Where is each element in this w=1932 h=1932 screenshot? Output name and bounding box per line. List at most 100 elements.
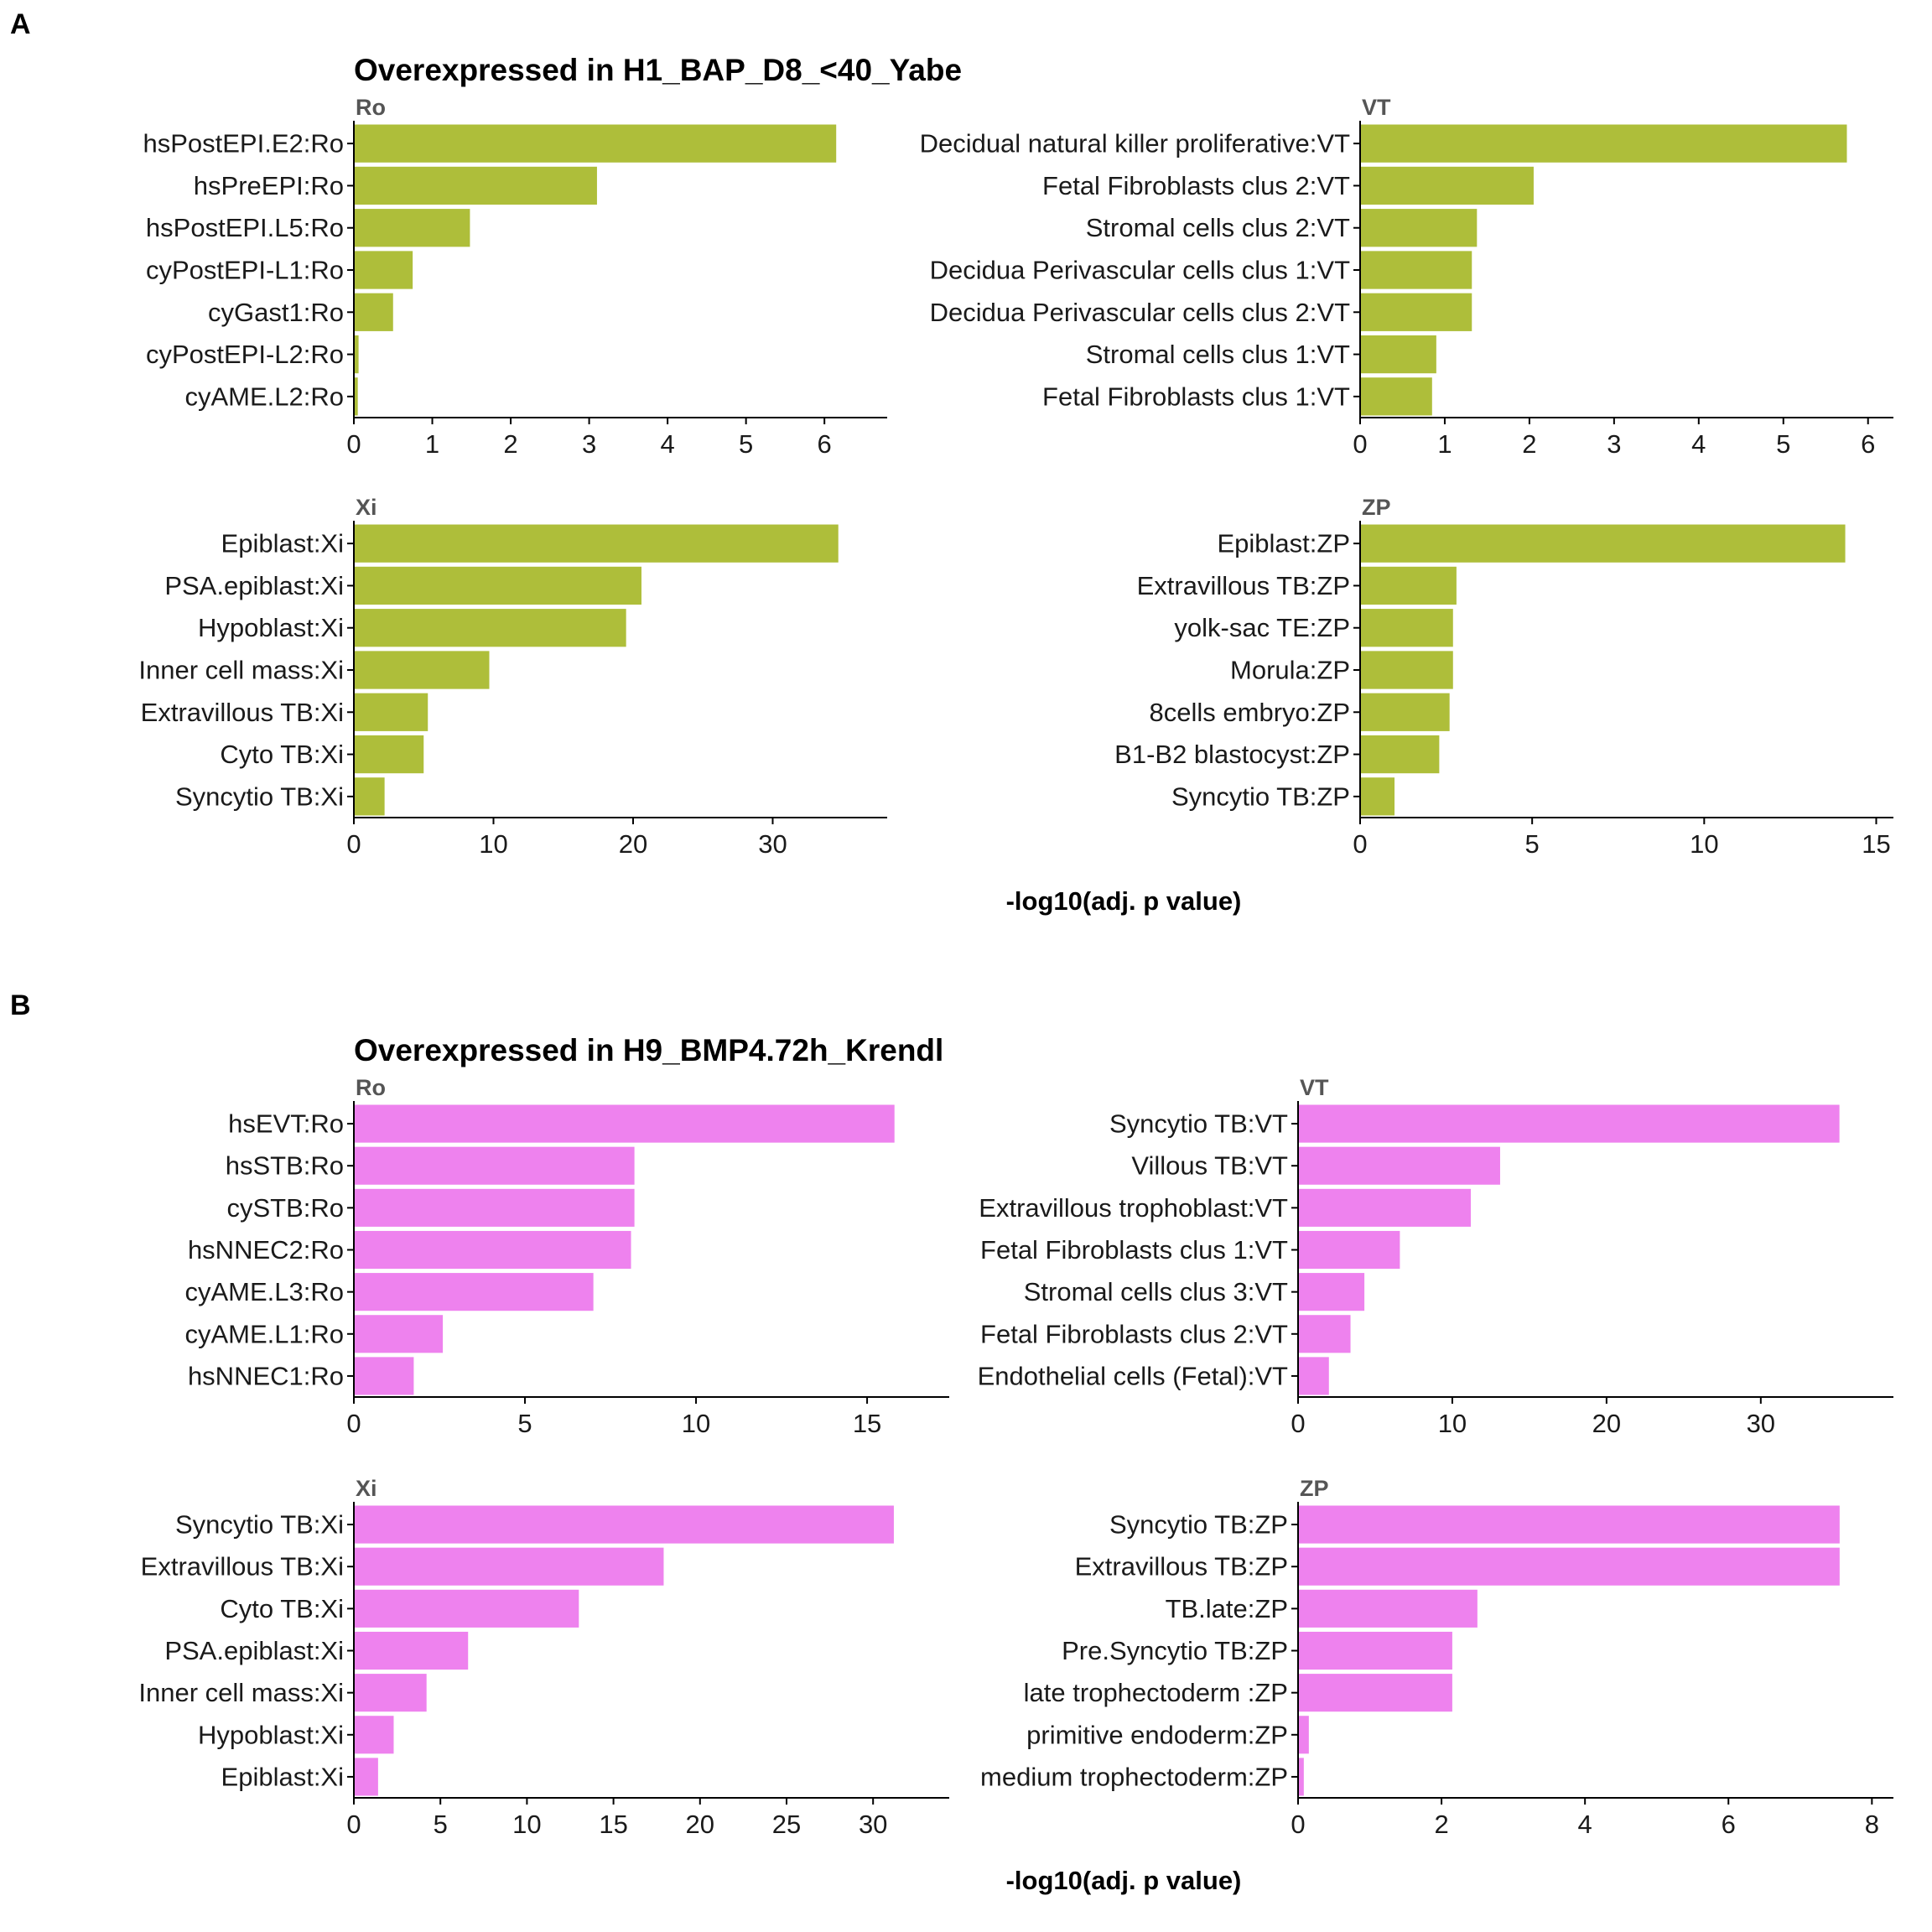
x-tick-label-b-zp-2: 2 (1434, 1810, 1448, 1839)
x-tick-label-b-xi-10: 10 (512, 1810, 541, 1839)
x-tick-label-a-xi-30: 30 (758, 829, 787, 859)
facet-strip-b-vt: VT (1300, 1075, 1329, 1100)
bar-b-zp-4 (1298, 1631, 1452, 1670)
category-label-b-ro-1: hsEVT:Ro (228, 1109, 344, 1139)
category-label-a-xi-5: Extravillous TB:Xi (141, 698, 344, 727)
category-label-a-ro-1: hsPostEPI.E2:Ro (143, 129, 344, 158)
bar-b-ro-5 (354, 1273, 594, 1311)
category-label-b-ro-3: cySTB:Ro (226, 1193, 344, 1223)
bar-a-vt-3 (1360, 209, 1478, 247)
bar-a-ro-3 (354, 209, 470, 247)
category-label-b-ro-4: hsNNEC2:Ro (188, 1235, 344, 1265)
panel-letter-b: B (10, 989, 31, 1021)
bar-a-xi-3 (354, 609, 626, 647)
bar-b-vt-7 (1298, 1357, 1329, 1395)
category-label-b-zp-7: medium trophectoderm:ZP (980, 1762, 1288, 1791)
panel-letter-a: A (10, 8, 31, 40)
panel-title-a: Overexpressed in H1_BAP_D8_<40_Yabe (354, 53, 962, 87)
x-tick-label-b-zp-6: 6 (1722, 1810, 1736, 1839)
category-label-b-zp-1: Syncytio TB:ZP (1109, 1510, 1288, 1540)
category-label-b-vt-2: Villous TB:VT (1131, 1151, 1288, 1181)
x-tick-label-a-vt-5: 5 (1776, 429, 1790, 459)
category-label-a-vt-2: Fetal Fibroblasts clus 2:VT (1042, 171, 1350, 200)
category-label-b-vt-7: Endothelial cells (Fetal):VT (978, 1361, 1288, 1390)
category-label-a-ro-5: cyGast1:Ro (208, 298, 344, 327)
bar-a-vt-4 (1360, 251, 1472, 289)
category-label-a-ro-4: cyPostEPI-L1:Ro (146, 256, 344, 285)
category-label-a-vt-3: Stromal cells clus 2:VT (1086, 213, 1350, 242)
bar-b-ro-4 (354, 1230, 631, 1270)
x-tick-label-b-zp-0: 0 (1291, 1810, 1305, 1839)
category-label-b-xi-3: Cyto TB:Xi (220, 1594, 344, 1623)
x-tick-label-b-xi-20: 20 (686, 1810, 714, 1839)
bar-a-xi-6 (354, 735, 424, 774)
x-tick-label-a-vt-3: 3 (1607, 429, 1621, 459)
bar-b-zp-1 (1298, 1505, 1840, 1544)
category-label-b-xi-2: Extravillous TB:Xi (141, 1552, 344, 1581)
x-tick-label-b-vt-30: 30 (1747, 1409, 1775, 1438)
bar-a-zp-7 (1360, 777, 1395, 816)
bar-a-ro-5 (354, 293, 393, 331)
bar-b-zp-6 (1298, 1716, 1309, 1754)
x-tick-label-a-vt-2: 2 (1522, 429, 1536, 459)
category-label-b-vt-6: Fetal Fibroblasts clus 2:VT (980, 1319, 1288, 1348)
bar-b-zp-3 (1298, 1589, 1478, 1628)
category-label-b-xi-7: Epiblast:Xi (221, 1762, 344, 1791)
bar-a-zp-2 (1360, 566, 1457, 605)
category-label-a-ro-3: hsPostEPI.L5:Ro (146, 213, 344, 242)
x-tick-label-a-zp-5: 5 (1525, 829, 1540, 859)
category-label-a-vt-7: Fetal Fibroblasts clus 1:VT (1042, 382, 1350, 411)
bar-a-vt-2 (1360, 166, 1534, 205)
bar-a-xi-7 (354, 777, 385, 816)
bar-b-xi-1 (354, 1505, 894, 1544)
facet-strip-a-zp: ZP (1362, 495, 1391, 520)
x-tick-label-b-xi-15: 15 (599, 1810, 627, 1839)
bar-a-ro-7 (354, 377, 358, 416)
bar-b-ro-7 (354, 1357, 414, 1395)
bar-a-vt-5 (1360, 293, 1472, 331)
bar-b-zp-2 (1298, 1547, 1840, 1586)
bar-a-ro-2 (354, 166, 597, 205)
x-tick-label-b-vt-20: 20 (1592, 1409, 1621, 1438)
category-label-a-xi-4: Inner cell mass:Xi (138, 656, 344, 685)
category-label-a-zp-7: Syncytio TB:ZP (1171, 782, 1350, 811)
category-label-b-ro-5: cyAME.L3:Ro (184, 1277, 344, 1306)
bar-b-zp-5 (1298, 1674, 1452, 1712)
facet-strip-b-zp: ZP (1300, 1476, 1329, 1501)
category-label-a-xi-7: Syncytio TB:Xi (175, 782, 344, 811)
category-label-b-ro-2: hsSTB:Ro (226, 1151, 344, 1181)
bar-b-ro-2 (354, 1146, 635, 1185)
x-tick-label-a-ro-0: 0 (346, 429, 361, 459)
bar-a-xi-4 (354, 651, 490, 689)
category-label-a-zp-6: B1-B2 blastocyst:ZP (1114, 740, 1350, 769)
category-label-b-vt-1: Syncytio TB:VT (1109, 1109, 1288, 1139)
x-tick-label-a-ro-1: 1 (425, 429, 439, 459)
bar-b-xi-5 (354, 1674, 427, 1712)
x-tick-label-b-xi-30: 30 (859, 1810, 887, 1839)
category-label-a-ro-6: cyPostEPI-L2:Ro (146, 340, 344, 369)
category-label-a-vt-4: Decidua Perivascular cells clus 1:VT (930, 256, 1350, 285)
facet-strip-b-ro: Ro (356, 1075, 386, 1100)
category-label-a-xi-3: Hypoblast:Xi (198, 613, 344, 642)
bar-b-ro-1 (354, 1104, 895, 1143)
bar-b-zp-7 (1298, 1758, 1304, 1796)
x-tick-label-a-ro-6: 6 (818, 429, 832, 459)
category-label-a-vt-5: Decidua Perivascular cells clus 2:VT (930, 298, 1350, 327)
x-tick-label-a-ro-3: 3 (582, 429, 596, 459)
category-label-a-zp-5: 8cells embryo:ZP (1150, 698, 1350, 727)
facet-strip-a-ro: Ro (356, 95, 386, 120)
bar-a-zp-4 (1360, 651, 1453, 689)
x-tick-label-b-xi-0: 0 (346, 1810, 361, 1839)
category-label-a-vt-6: Stromal cells clus 1:VT (1086, 340, 1350, 369)
x-tick-label-b-ro-15: 15 (853, 1409, 881, 1438)
x-tick-label-a-xi-20: 20 (619, 829, 647, 859)
x-tick-label-a-xi-0: 0 (346, 829, 361, 859)
category-label-a-ro-2: hsPreEPI:Ro (194, 171, 344, 200)
facet-strip-a-xi: Xi (356, 495, 377, 520)
facet-strip-a-vt: VT (1362, 95, 1391, 120)
bar-a-xi-5 (354, 693, 428, 731)
category-label-a-zp-1: Epiblast:ZP (1217, 529, 1350, 558)
x-tick-label-a-zp-15: 15 (1862, 829, 1890, 859)
bar-b-vt-3 (1298, 1188, 1472, 1227)
